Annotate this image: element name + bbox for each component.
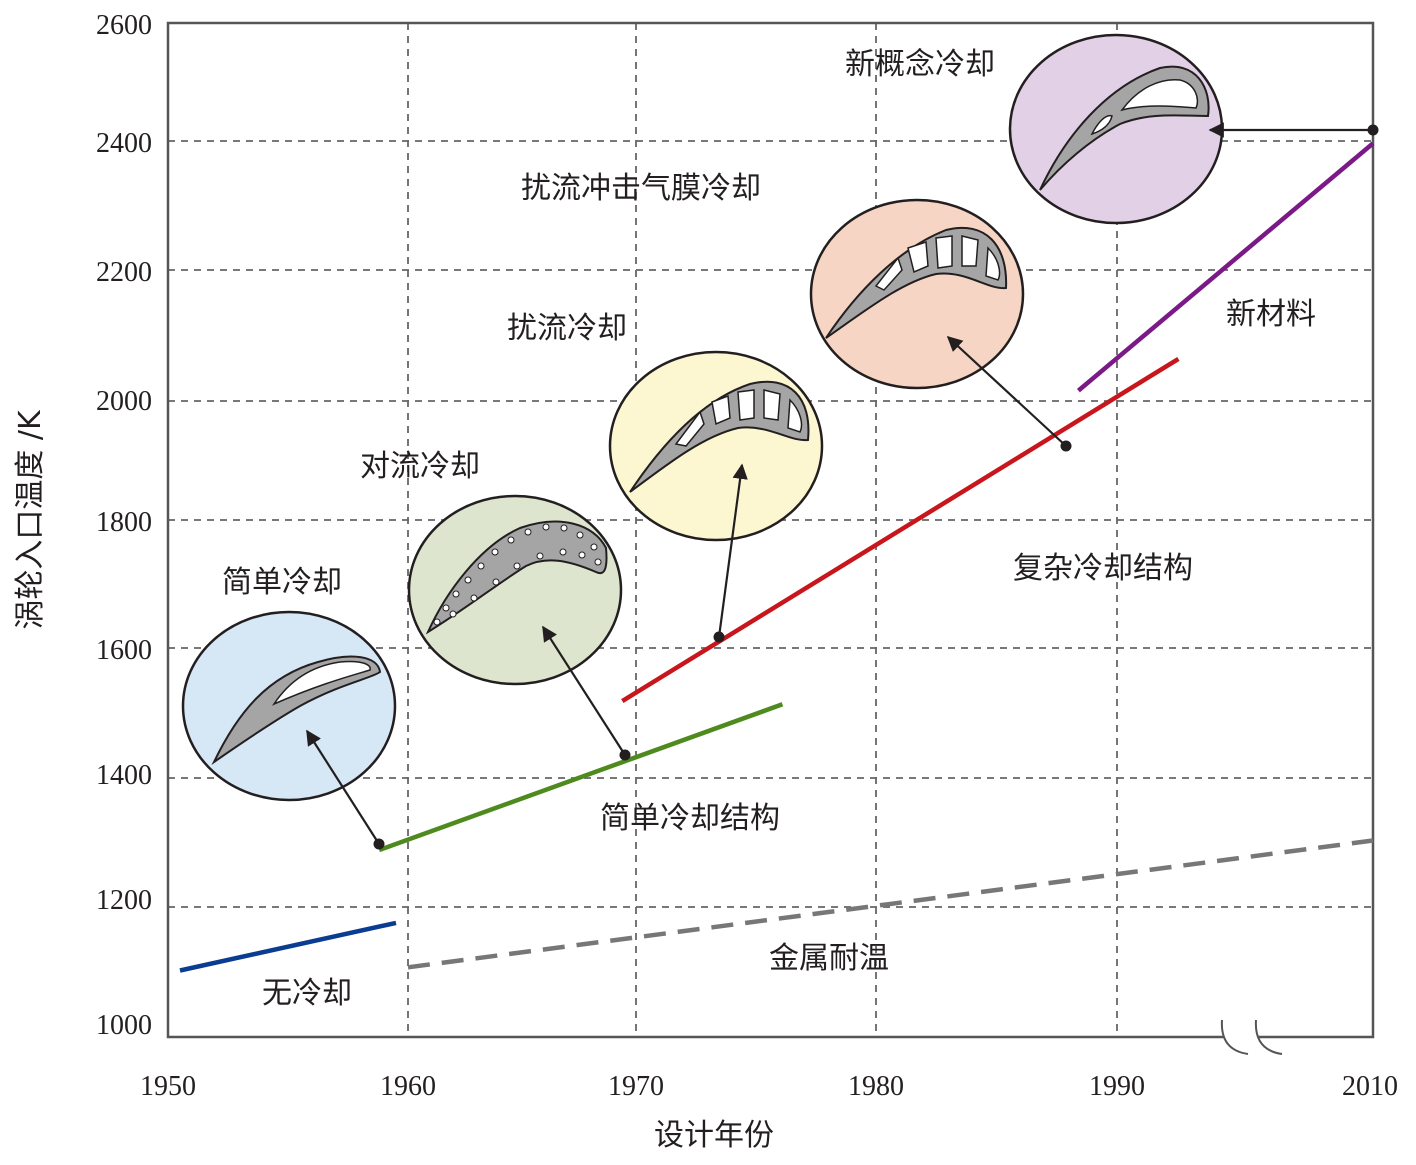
- series-line-4: [407, 838, 1374, 970]
- rib-channels-icon: [874, 235, 1001, 291]
- series-label-complex-structure: 复杂冷却结构: [1013, 551, 1193, 586]
- bubble-impingement: [809, 198, 1025, 390]
- series-line-0: [179, 920, 397, 973]
- plot-frame: [166, 21, 1375, 1039]
- bubble-simple: [181, 610, 397, 802]
- bubble-convection: [407, 494, 623, 686]
- blade-hole-icon: [1090, 114, 1113, 136]
- bubble-turbulator: [608, 350, 824, 542]
- annotation-impingement-film-cooling: 扰流冲击气膜冷却: [521, 171, 761, 206]
- x-tick-label: 1960: [380, 1071, 436, 1102]
- arrow-simple: [306, 729, 380, 845]
- origin-dot: [1367, 124, 1379, 136]
- blade-icon: [211, 655, 382, 765]
- series-label-new-material: 新材料: [1226, 297, 1316, 332]
- y-tick-labels: 1000 1200 1400 1600 1800 2000 2200 2400 …: [96, 10, 152, 1041]
- series-label-no-cooling: 无冷却: [262, 976, 352, 1011]
- origin-dot: [373, 838, 385, 850]
- arrow-convection: [542, 625, 626, 756]
- arrow-turbulator: [717, 463, 748, 638]
- cooling-holes-icon: [433, 523, 602, 626]
- rib-channels-icon: [674, 389, 803, 447]
- annotation-convection-cooling: 对流冷却: [360, 449, 480, 484]
- y-tick-label: 1400: [96, 760, 152, 791]
- annotation-arrows: [306, 122, 1373, 845]
- series-line-3: [1076, 141, 1375, 393]
- y-tick-label: 1600: [96, 635, 152, 666]
- bubble-circle: [1008, 33, 1224, 225]
- series-line-1: [378, 702, 784, 853]
- bubble-new-concept: [1008, 33, 1224, 225]
- y-tick-label: 1000: [96, 1010, 152, 1041]
- arrow-impingement: [946, 335, 1067, 447]
- series-line-2: [621, 356, 1180, 704]
- annotation-new-concept-cooling: 新概念冷却: [845, 47, 995, 82]
- x-tick-label: 1980: [848, 1071, 904, 1102]
- series-lines: [179, 141, 1375, 973]
- blade-icon: [825, 226, 1008, 339]
- annotation-turbulator-cooling: 扰流冷却: [507, 311, 627, 346]
- axis-break: [1220, 1019, 1283, 1055]
- y-axis-title: 涡轮入口温度 /K: [13, 409, 48, 630]
- arrow-origin-dots: [373, 124, 1379, 850]
- x-tick-labels: 1950 1960 1970 1980 1990 2010: [140, 1071, 1398, 1102]
- y-tick-label: 2200: [96, 257, 152, 288]
- origin-dot: [1060, 440, 1072, 452]
- x-tick-label: 1950: [140, 1071, 196, 1102]
- y-tick-label: 1200: [96, 885, 152, 916]
- origin-dot: [619, 749, 631, 761]
- y-tick-label: 1800: [96, 507, 152, 538]
- series-label-metal-limit: 金属耐温: [769, 941, 889, 976]
- series-label-simple-structure: 简单冷却结构: [600, 801, 780, 836]
- bubble-circle: [608, 350, 824, 542]
- y-tick-label: 2400: [96, 128, 152, 159]
- x-tick-label: 1990: [1089, 1071, 1145, 1102]
- blade-cavity-icon: [271, 660, 371, 706]
- y-tick-label: 2600: [96, 10, 152, 41]
- x-axis-title: 设计年份: [654, 1118, 774, 1153]
- x-tick-label: 2010: [1342, 1071, 1398, 1102]
- bubble-circle: [407, 494, 623, 686]
- bubble-circle: [809, 198, 1025, 390]
- x-tick-label: 1970: [608, 1071, 664, 1102]
- annotation-labels: 简单冷却 对流冷却 扰流冷却 扰流冲击气膜冷却 新概念冷却 无冷却 简单冷却结构…: [222, 47, 1316, 1011]
- y-tick-label: 2000: [96, 386, 152, 417]
- blade-cavity-icon: [1120, 79, 1199, 112]
- annotation-simple-cooling: 简单冷却: [222, 565, 342, 600]
- origin-dot: [713, 631, 725, 643]
